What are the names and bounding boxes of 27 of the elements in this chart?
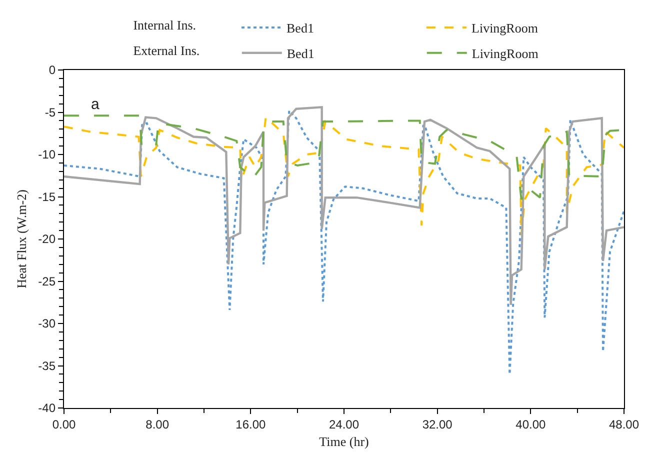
legend-label: Bed1 xyxy=(286,20,314,36)
y-tick-label: -35 xyxy=(38,358,56,373)
y-axis-title: Heat Flux (W.m-2) xyxy=(14,190,30,288)
line-series xyxy=(64,116,624,236)
y-tick-label: -15 xyxy=(38,190,56,204)
y-tick-label: -20 xyxy=(38,232,56,246)
x-tick-label: 48.00 xyxy=(608,418,640,432)
legend-label: LivingRoom xyxy=(472,46,538,61)
text: External Ins. xyxy=(133,42,229,58)
annotation: a xyxy=(91,96,100,113)
line-series xyxy=(64,110,624,376)
y-tick-label: -25 xyxy=(38,274,56,288)
x-tick-label: 0.00 xyxy=(52,418,76,432)
x-tick-label: 24.00 xyxy=(328,418,360,432)
text: Internal Ins. xyxy=(133,17,229,32)
x-tick-label: 40.00 xyxy=(516,418,546,432)
x-axis-title: Time (hr) xyxy=(319,434,369,450)
x-tick-label: 16.00 xyxy=(236,418,266,432)
y-tick-label: -10 xyxy=(38,148,56,162)
y-tick-label: 0 xyxy=(48,63,56,78)
y-tick-label: -40 xyxy=(38,401,56,416)
y-tick-label: -30 xyxy=(38,316,56,331)
legend-label: Bed1 xyxy=(286,46,314,61)
y-tick-label: -5 xyxy=(44,105,56,120)
x-tick-label: 8.00 xyxy=(146,418,170,432)
x-tick-label: 32.00 xyxy=(422,418,453,432)
legend-label: LivingRoom xyxy=(472,20,538,36)
